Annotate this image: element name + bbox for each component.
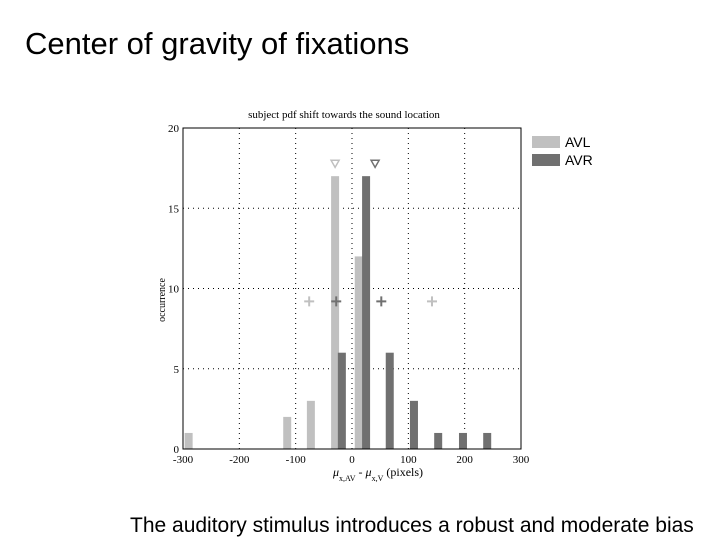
spread-marker	[426, 296, 437, 307]
x-tick-label: 100	[400, 454, 417, 466]
bar	[283, 416, 292, 449]
x-label-subscript: x,AV	[339, 474, 356, 483]
mean-marker	[369, 159, 381, 169]
spread-marker	[304, 296, 315, 307]
y-axis-label: occurrence	[157, 278, 168, 322]
legend-swatch	[532, 154, 560, 166]
bar	[434, 432, 443, 449]
x-label-subscript: x,V	[372, 474, 384, 483]
y-tick-label: 20	[168, 123, 180, 135]
bar	[306, 400, 315, 449]
x-label-part: μ	[332, 465, 339, 479]
y-tick-label: 5	[174, 364, 180, 376]
x-label-part: - μ	[356, 465, 372, 479]
bar	[354, 256, 363, 449]
footer: The auditory stimulus introduces a robus…	[130, 514, 694, 537]
bar	[458, 432, 467, 449]
x-tick-label: 200	[456, 454, 473, 466]
legend-label: AVR	[565, 152, 593, 168]
y-tick-label: 15	[168, 203, 180, 215]
x-tick-label: -100	[286, 454, 307, 466]
bar	[337, 352, 346, 449]
x-tick-label: -300	[173, 454, 194, 466]
bar	[184, 432, 193, 449]
y-tick-label: 10	[168, 284, 180, 296]
x-tick-label: 300	[513, 454, 530, 466]
bar	[409, 400, 418, 449]
x-tick-label: 0	[349, 454, 355, 466]
x-label-part: (pixels)	[383, 465, 423, 479]
legend-label: AVL	[565, 134, 591, 150]
x-axis-label: μx,AV - μx,V (pixels)	[332, 465, 423, 483]
plot-frame	[182, 127, 522, 450]
slide-title: Center of gravity of fixations	[25, 26, 409, 61]
bar	[362, 176, 371, 449]
x-tick-label: -200	[229, 454, 250, 466]
mean-marker	[329, 159, 341, 169]
spread-marker	[376, 296, 387, 307]
bar	[483, 432, 492, 449]
spread-marker	[331, 296, 342, 307]
bar	[385, 352, 394, 449]
chart-title: subject pdf shift towards the sound loca…	[248, 109, 440, 121]
legend-swatch	[532, 136, 560, 148]
bar	[331, 176, 340, 449]
y-tick-label: 0	[174, 444, 180, 456]
